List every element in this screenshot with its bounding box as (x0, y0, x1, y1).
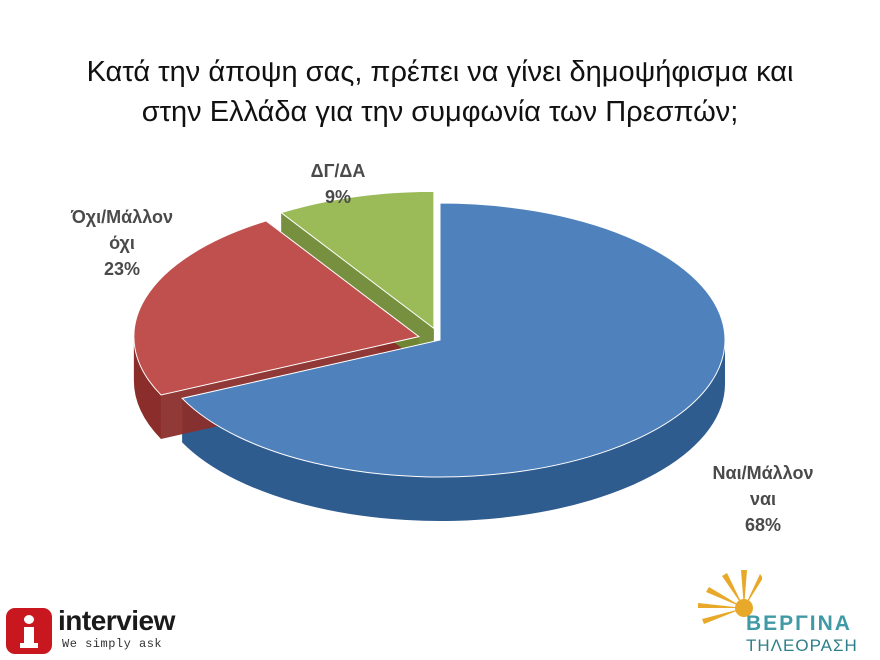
slice-label-no-percent: 23% (103, 259, 141, 279)
pie-slice-no (133, 220, 421, 396)
slice-label-dk: ΔΓ/ΔΑ 9% (288, 158, 388, 210)
slice-label-no-line-1: Όχι/Μάλλον (70, 207, 174, 227)
interview-logo-name: interview (58, 605, 175, 636)
pie-slice-yes (181, 202, 726, 478)
slice-label-yes-line-1: Ναι/Μάλλον (712, 463, 814, 483)
slice-label-dk-percent: 9% (324, 187, 351, 207)
interview-logo: interview We simply ask (6, 605, 196, 656)
slice-label-no: Όχι/Μάλλον όχι 23% (42, 204, 202, 282)
chart-title: Κατά την άποψη σας, πρέπει να γίνει δημο… (0, 52, 880, 132)
chart-title-line-1: Κατά την άποψη σας, πρέπει να γίνει δημο… (86, 56, 794, 88)
slice-label-no-line-2: όχι (109, 233, 135, 253)
slice-label-dk-line-1: ΔΓ/ΔΑ (310, 161, 366, 181)
interview-logo-tagline: We simply ask (62, 637, 163, 651)
vergina-logo-subtitle: ΤΗΛΕΟΡΑΣΗ (746, 636, 858, 655)
vergina-tv-logo: ΒΕΡΓΙΝΑ ΤΗΛΕΟΡΑΣΗ (692, 562, 878, 658)
pie-wall-no (133, 336, 161, 439)
vergina-sun-icon (698, 570, 762, 624)
slice-label-yes: Ναι/Μάλλον ναι 68% (688, 460, 838, 538)
vergina-logo-name: ΒΕΡΓΙΝΑ (746, 612, 852, 635)
pie-slice-dk (280, 190, 435, 330)
info-icon (6, 608, 52, 654)
slice-label-yes-percent: 68% (744, 515, 782, 535)
pie-wall-yes (182, 340, 726, 521)
chart-title-line-2: στην Ελλάδα για την συμφωνία των Πρεσπών… (141, 96, 739, 128)
slice-label-yes-line-2: ναι (749, 489, 777, 509)
